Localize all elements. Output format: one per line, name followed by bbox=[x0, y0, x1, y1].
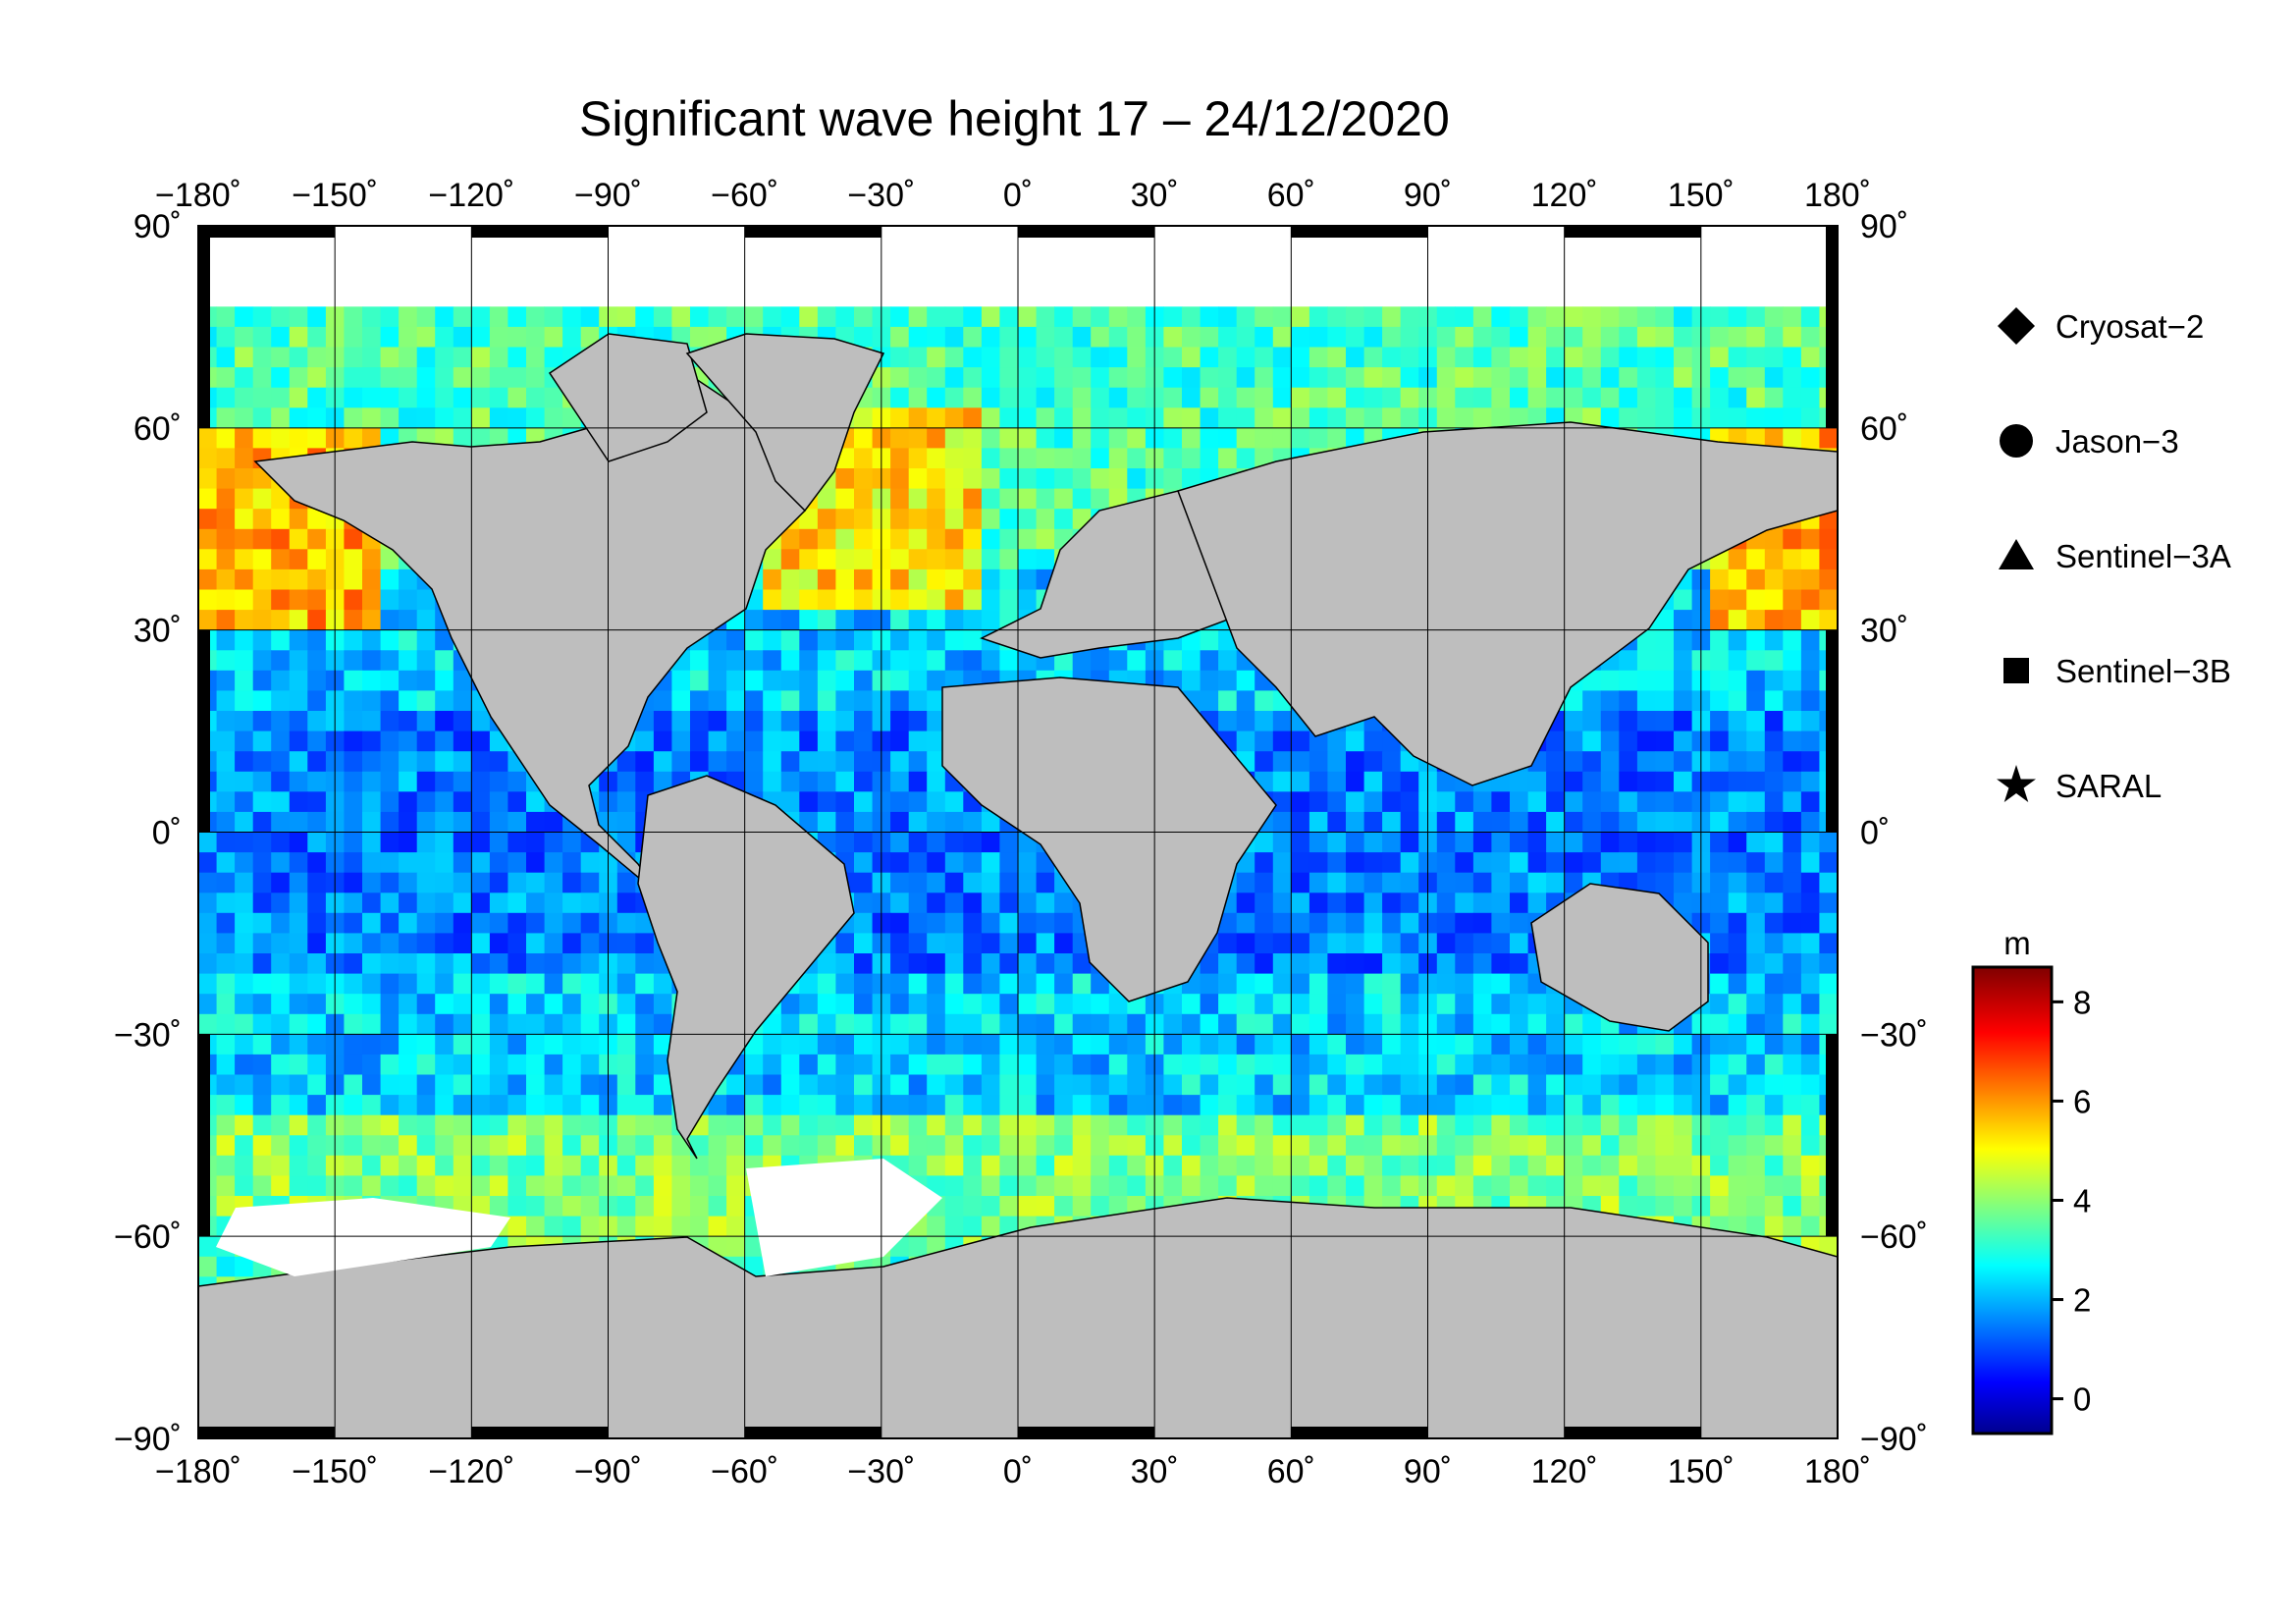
lon-tick-label-bottom: 90˚ bbox=[1404, 1453, 1452, 1490]
sea-ice bbox=[216, 1159, 942, 1276]
colorbar-tick-label: 6 bbox=[2073, 1083, 2091, 1119]
lat-tick-label-right: −30˚ bbox=[1860, 1016, 1928, 1054]
legend-label: Sentinel−3B bbox=[2056, 653, 2231, 689]
frame-bar bbox=[198, 226, 336, 238]
legend-label: Jason−3 bbox=[2056, 423, 2179, 460]
axis-labels: −180˚ −180˚ −150˚ −150˚ −120˚ −120˚ −90˚ −90˚ −6… bbox=[114, 177, 1928, 1490]
map-frame-bars bbox=[198, 226, 1838, 1438]
frame-bar bbox=[1291, 226, 1428, 238]
square-icon bbox=[2003, 658, 2029, 683]
lat-tick-label-left: 0˚ bbox=[152, 815, 182, 852]
frame-bar bbox=[1018, 226, 1155, 238]
colorbar-tick-label: 2 bbox=[2073, 1282, 2091, 1319]
lat-tick-label-left: −60˚ bbox=[114, 1218, 182, 1256]
lon-tick-label-bottom: 0˚ bbox=[1003, 1453, 1033, 1490]
lon-tick-label-top: −150˚ bbox=[292, 177, 378, 214]
land-greenland bbox=[685, 333, 885, 513]
lon-tick-label-top: −60˚ bbox=[711, 177, 778, 214]
circle-icon bbox=[2000, 424, 2033, 458]
land-asia bbox=[1177, 421, 1838, 786]
lon-tick-label-top: 60˚ bbox=[1267, 177, 1315, 214]
frame-bar bbox=[471, 226, 609, 238]
frame-bar bbox=[471, 1427, 609, 1438]
lon-tick-label-top: 150˚ bbox=[1668, 177, 1735, 214]
legend-label: SARAL bbox=[2056, 768, 2162, 804]
lon-tick-label-bottom: 150˚ bbox=[1668, 1453, 1735, 1490]
lon-tick-label-bottom: −90˚ bbox=[574, 1453, 642, 1490]
lon-tick-label-bottom: 30˚ bbox=[1131, 1453, 1179, 1490]
star-icon bbox=[1997, 765, 2036, 802]
lat-tick-label-right: 0˚ bbox=[1860, 815, 1890, 852]
frame-bar bbox=[198, 1427, 336, 1438]
frame-bar bbox=[198, 1034, 210, 1237]
lat-tick-label-left: −30˚ bbox=[114, 1016, 182, 1054]
lon-tick-label-bottom: 180˚ bbox=[1804, 1453, 1871, 1490]
lon-tick-label-top: −120˚ bbox=[428, 177, 514, 214]
satellite-legend: Cryosat−2 Jason−3 Sentinel−3A Sentinel−3B SA… bbox=[1997, 307, 2231, 804]
lon-tick-label-bottom: 60˚ bbox=[1267, 1453, 1315, 1490]
lon-tick-label-bottom: −120˚ bbox=[428, 1453, 514, 1490]
lat-tick-label-right: −90˚ bbox=[1860, 1421, 1928, 1458]
ice-ross bbox=[216, 1198, 510, 1276]
frame-bar bbox=[1826, 629, 1838, 833]
legend-label: Cryosat−2 bbox=[2056, 308, 2204, 345]
colorbar-ticks: 0 2 4 6 8 bbox=[2052, 984, 2091, 1418]
lat-tick-label-left: 30˚ bbox=[133, 613, 182, 650]
lon-tick-label-bottom: 120˚ bbox=[1531, 1453, 1598, 1490]
lon-tick-label-bottom: −60˚ bbox=[711, 1453, 778, 1490]
lon-tick-label-bottom: −180˚ bbox=[155, 1453, 241, 1490]
lon-tick-label-top: −90˚ bbox=[574, 177, 642, 214]
colorbar: m 0 2 4 6 8 bbox=[1971, 925, 2091, 1435]
graticule bbox=[198, 226, 1838, 1438]
frame-bar bbox=[1826, 1034, 1838, 1237]
lon-tick-label-bottom: −150˚ bbox=[292, 1453, 378, 1490]
frame-bar bbox=[1564, 226, 1701, 238]
diamond-icon bbox=[1998, 307, 2035, 345]
frame-bar bbox=[1564, 1427, 1701, 1438]
map-title-text: Significant wave height 17 – 24/12/2020 bbox=[579, 91, 1450, 146]
legend-item: SARAL bbox=[1997, 765, 2162, 804]
lon-tick-label-top: 0˚ bbox=[1003, 177, 1033, 214]
frame-bar bbox=[198, 226, 210, 428]
frame-bar bbox=[1826, 226, 1838, 428]
ice-weddell bbox=[746, 1159, 942, 1276]
lon-tick-label-top: 180˚ bbox=[1804, 177, 1871, 214]
colorbar-tick-label: 0 bbox=[2073, 1381, 2091, 1418]
legend-label: Sentinel−3A bbox=[2056, 538, 2231, 574]
lon-tick-label-top: 120˚ bbox=[1531, 177, 1598, 214]
land-africa bbox=[941, 676, 1277, 1002]
lon-tick-label-top: 30˚ bbox=[1131, 177, 1179, 214]
colorbar-tick-label: 4 bbox=[2073, 1183, 2091, 1219]
lat-tick-label-right: 60˚ bbox=[1860, 410, 1908, 448]
lat-tick-label-left: −90˚ bbox=[114, 1421, 182, 1458]
frame-bar bbox=[198, 629, 210, 833]
legend-item: Cryosat−2 bbox=[1998, 307, 2204, 345]
world-map bbox=[198, 226, 1838, 1438]
frame-bar bbox=[1291, 1427, 1428, 1438]
lon-tick-label-top: −30˚ bbox=[847, 177, 915, 214]
land-south-america bbox=[637, 775, 855, 1160]
colorbar-tick-label: 8 bbox=[2073, 984, 2091, 1020]
legend-item: Sentinel−3B bbox=[2003, 653, 2231, 689]
lat-tick-label-left: 60˚ bbox=[133, 410, 182, 448]
frame-bar bbox=[744, 1427, 881, 1438]
legend-item: Jason−3 bbox=[2000, 423, 2179, 460]
triangle-icon bbox=[1999, 539, 2034, 569]
colorbar-gradient bbox=[1971, 965, 2054, 1435]
colorbar-unit: m bbox=[2003, 925, 2031, 961]
lon-tick-label-top: 90˚ bbox=[1404, 177, 1452, 214]
lat-tick-label-left: 90˚ bbox=[133, 208, 182, 245]
lat-tick-label-right: 90˚ bbox=[1860, 208, 1908, 245]
lon-tick-label-top: −180˚ bbox=[155, 177, 241, 214]
frame-bar bbox=[1018, 1427, 1155, 1438]
legend-item: Sentinel−3A bbox=[1999, 538, 2231, 574]
lon-tick-label-bottom: −30˚ bbox=[847, 1453, 915, 1490]
lat-tick-label-right: −60˚ bbox=[1860, 1218, 1928, 1256]
frame-bar bbox=[744, 226, 881, 238]
lat-tick-label-right: 30˚ bbox=[1860, 613, 1908, 650]
